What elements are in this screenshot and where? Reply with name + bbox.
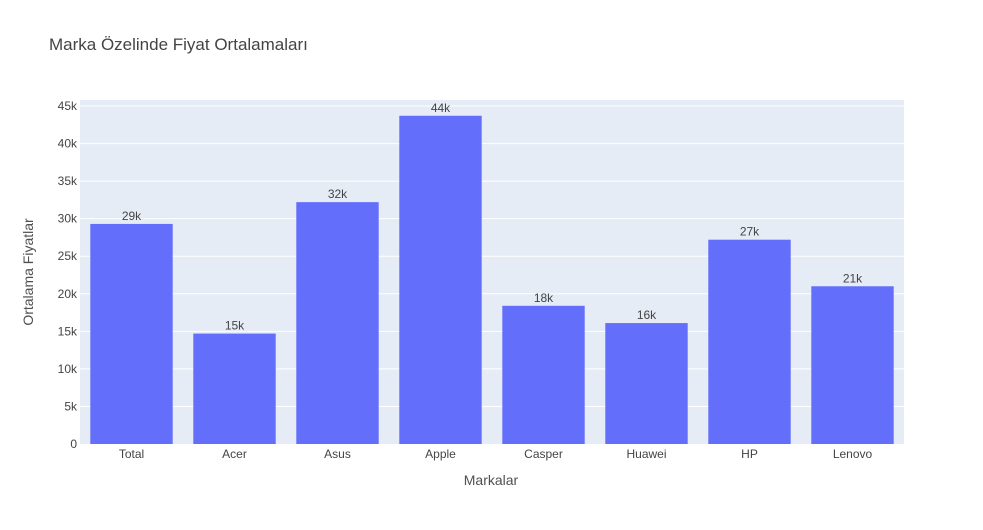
x-tick-label-total: Total [119, 447, 144, 461]
bar-lenovo[interactable] [811, 286, 894, 444]
x-axis-title: Markalar [464, 472, 519, 488]
y-tick-label: 40k [58, 137, 78, 151]
bar-acer[interactable] [193, 333, 276, 444]
bar-total[interactable] [90, 223, 173, 444]
y-axis-title: Ortalama Fiyatlar [20, 218, 36, 326]
chart-title: Marka Özelinde Fiyat Ortalamaları [49, 35, 308, 54]
data-label-huawei: 16k [637, 308, 657, 322]
x-tick-label-casper: Casper [524, 447, 563, 461]
bar-hp[interactable] [708, 239, 791, 444]
y-tick-label: 20k [58, 287, 78, 301]
x-tick-label-asus: Asus [324, 447, 351, 461]
y-tick-label: 30k [58, 212, 78, 226]
y-tick-label: 25k [58, 249, 78, 263]
data-label-casper: 18k [534, 291, 554, 305]
bars [90, 115, 894, 445]
x-tick-label-lenovo: Lenovo [833, 447, 873, 461]
y-tick-label: 45k [58, 99, 78, 113]
x-axis-ticks: Total Acer Asus Apple Casper Huawei HP Lenovo [119, 447, 873, 461]
y-axis-ticks: 0 5k 10k 15k 20k 25k 30k 35k 40k 45k [58, 99, 78, 451]
x-tick-label-huawei: Huawei [626, 447, 666, 461]
bar-apple[interactable] [399, 115, 482, 445]
data-label-apple: 44k [431, 101, 451, 115]
bar-casper[interactable] [502, 305, 585, 444]
data-label-acer: 15k [225, 319, 245, 333]
data-label-total: 29k [122, 209, 142, 223]
bar-asus[interactable] [296, 202, 379, 444]
y-tick-label: 15k [58, 324, 78, 338]
x-tick-label-hp: HP [741, 447, 758, 461]
bar-huawei[interactable] [605, 323, 688, 444]
data-label-hp: 27k [740, 225, 760, 239]
x-tick-label-apple: Apple [425, 447, 456, 461]
y-tick-label: 35k [58, 174, 78, 188]
data-label-lenovo: 21k [843, 271, 863, 285]
bar-data-labels: 29k 15k 32k 44k 18k 16k 27k 21k [122, 101, 863, 333]
y-tick-label: 0 [70, 437, 77, 451]
data-label-asus: 32k [328, 187, 348, 201]
x-tick-label-acer: Acer [222, 447, 247, 461]
y-tick-label: 10k [58, 362, 78, 376]
y-tick-label: 5k [64, 399, 78, 413]
